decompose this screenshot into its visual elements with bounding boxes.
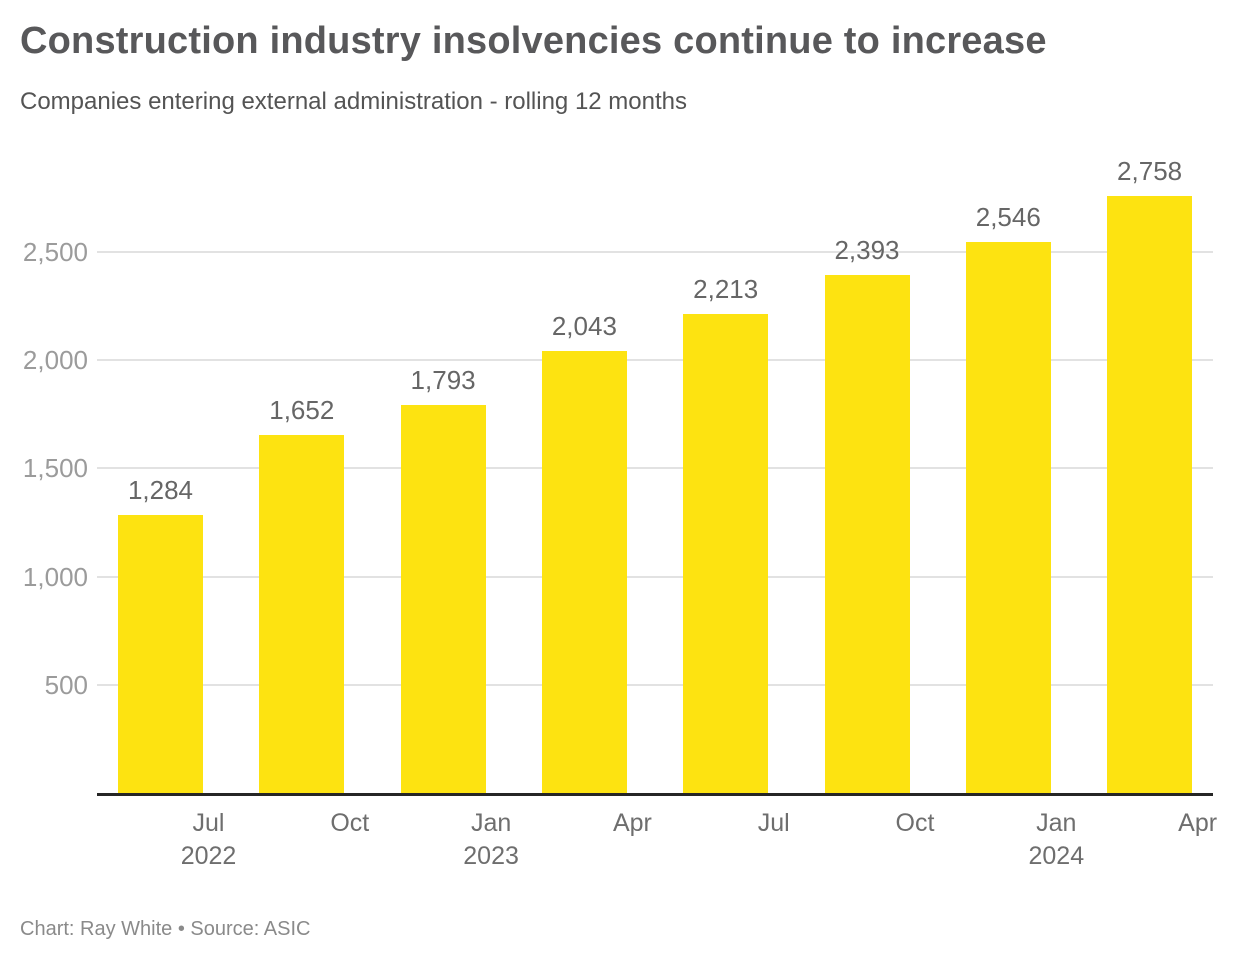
bar-value-label: 2,546 (975, 201, 1041, 232)
bar-value-label: 1,652 (269, 395, 335, 426)
bar (683, 313, 769, 796)
x-axis-line (97, 793, 1213, 796)
gridline (97, 684, 1213, 687)
bar-value-label: 2,043 (551, 310, 617, 341)
x-tick-month: Oct (330, 809, 370, 837)
bar-value-label: 1,284 (127, 475, 194, 506)
bar (541, 350, 627, 796)
bar (824, 274, 910, 796)
chart-subtitle: Companies entering external administrati… (20, 88, 688, 115)
bar (1107, 195, 1193, 796)
chart-footer: Chart: Ray White • Source: ASIC (20, 918, 311, 940)
y-tick-label: 1,500 (22, 453, 88, 484)
bar (400, 404, 486, 796)
gridline (97, 358, 1213, 361)
x-tick-year: 2023 (463, 842, 519, 870)
x-tick-month: Oct (895, 809, 935, 837)
x-tick-year: 2024 (1028, 842, 1085, 870)
y-tick-label: 1,000 (22, 561, 88, 592)
x-tick-month: Jan (1036, 809, 1077, 837)
x-tick-year: 2022 (180, 842, 237, 870)
x-tick-month: Jul (192, 809, 225, 837)
bar (965, 241, 1051, 796)
y-tick-label: 500 (44, 670, 88, 701)
bar-value-label: 1,793 (410, 364, 476, 395)
chart-title: Construction industry insolvencies conti… (20, 20, 1047, 62)
bar-value-label: 2,213 (693, 273, 759, 304)
x-tick-month: Apr (612, 809, 652, 837)
gridline (97, 575, 1213, 578)
x-tick-month: Jan (470, 809, 512, 837)
gridline (97, 467, 1213, 470)
x-tick-month: Apr (1178, 809, 1218, 837)
bar-value-label: 2,393 (834, 234, 900, 265)
gridline (97, 250, 1213, 253)
bar-value-label: 2,758 (1117, 155, 1183, 186)
bar (118, 515, 203, 796)
y-tick-label: 2,000 (22, 344, 88, 375)
bar (259, 435, 345, 796)
x-tick-month: Jul (757, 809, 790, 837)
y-tick-label: 2,500 (22, 236, 88, 267)
